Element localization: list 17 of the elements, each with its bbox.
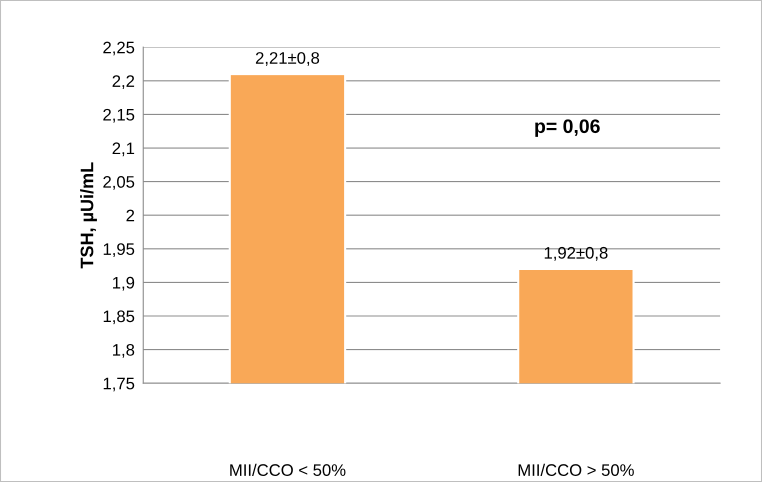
y-tick-label: 2,25	[103, 42, 134, 56]
x-tick-label: MII/CCO < 50%	[230, 464, 346, 476]
y-tick-label: 1,85	[104, 310, 134, 324]
y-tick-label: 2,05	[103, 176, 134, 190]
y-tick-label: 1,75	[104, 378, 134, 392]
y-tick-label: 1,8	[113, 344, 134, 358]
x-tick-label: MII/CCO > 50%	[518, 464, 634, 476]
y-axis-title: TSH, µUi/mL	[80, 162, 97, 268]
y-tick-label: 2,15	[103, 108, 134, 123]
y-tick-label: 2,1	[112, 142, 134, 156]
y-tick-label: 1,9	[113, 276, 134, 291]
y-tick-label: 2,2	[112, 75, 134, 90]
data-label: 2,21±0,8	[256, 52, 320, 66]
y-tick-label: 2	[126, 210, 134, 222]
annotation: p= 0,06	[535, 119, 600, 137]
data-label: 1,92±0,8	[544, 246, 608, 261]
y-tick-label: 1,95	[104, 243, 134, 257]
